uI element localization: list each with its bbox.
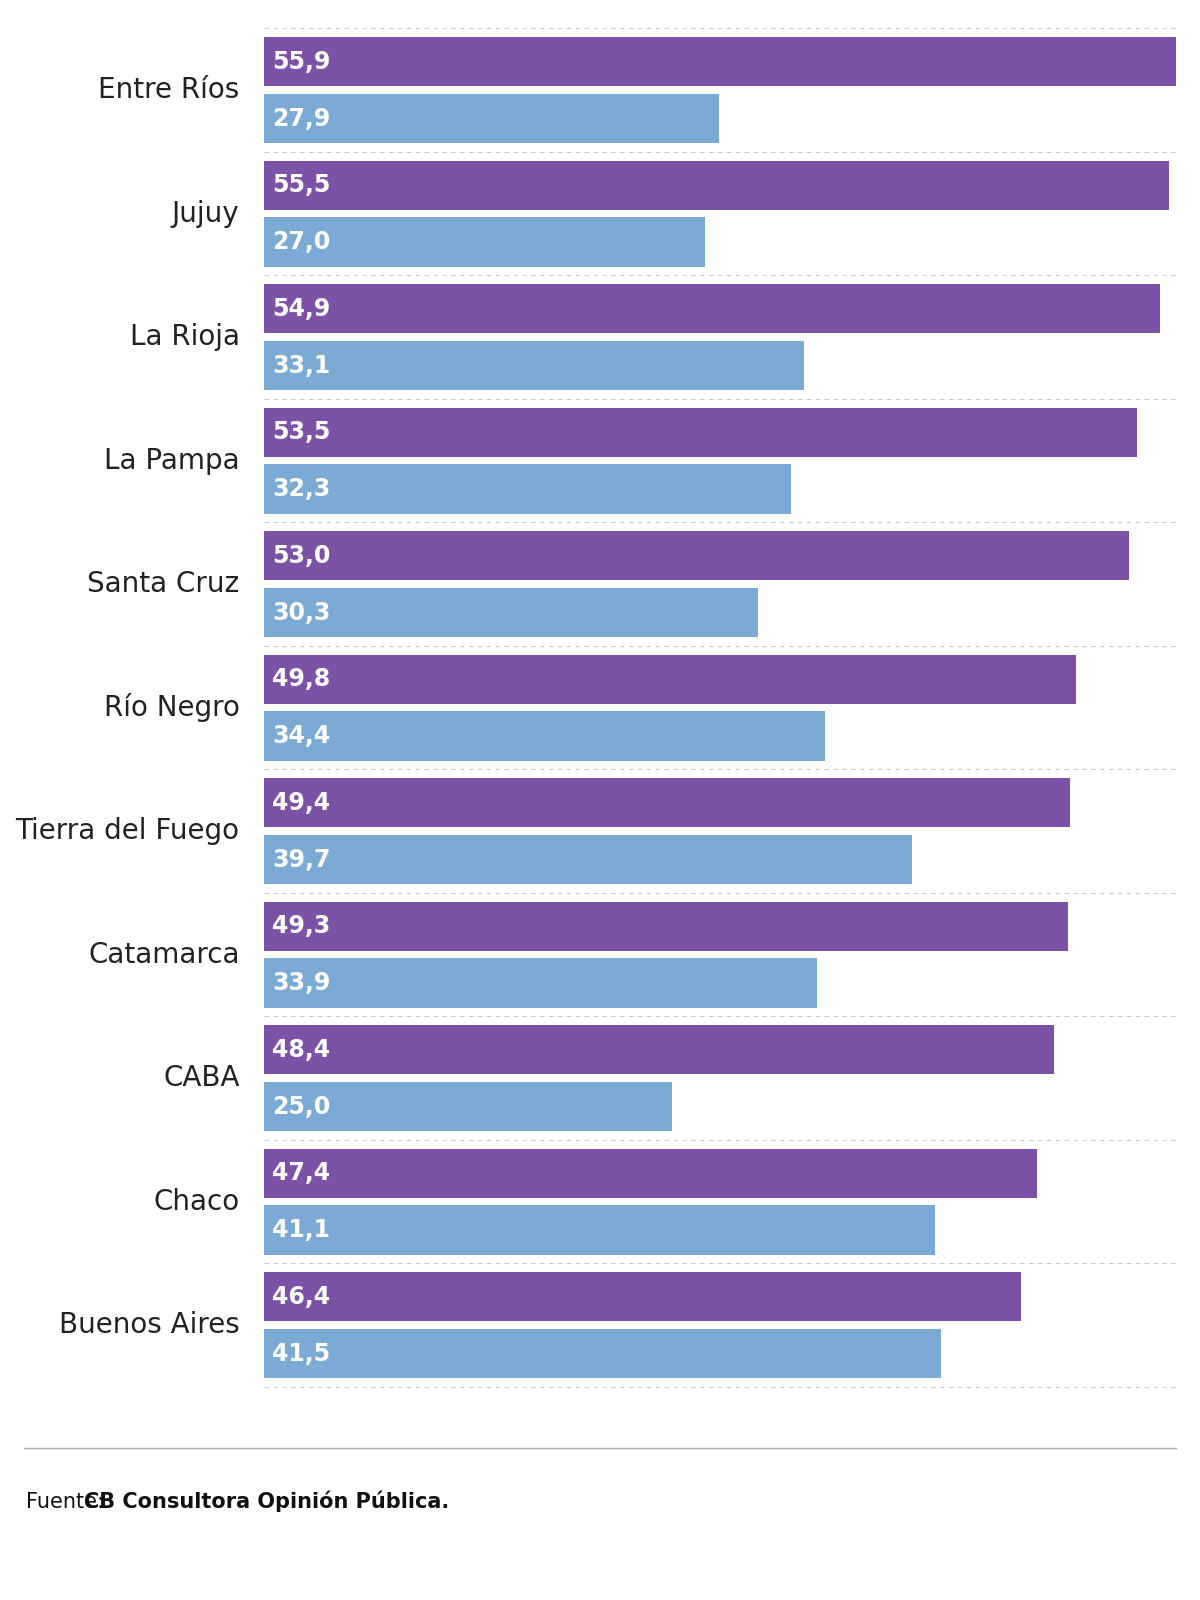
Bar — [264, 94, 719, 144]
Text: 39,7: 39,7 — [272, 848, 330, 872]
Bar — [264, 160, 1170, 210]
Bar — [264, 1026, 1054, 1075]
Bar — [264, 531, 1129, 581]
Bar — [264, 37, 1176, 86]
Text: 49,4: 49,4 — [272, 790, 330, 814]
Bar — [264, 408, 1136, 458]
Text: 49,8: 49,8 — [272, 667, 330, 691]
Text: 54,9: 54,9 — [272, 296, 330, 320]
Bar — [264, 654, 1076, 704]
Text: 48,4: 48,4 — [272, 1038, 330, 1062]
Text: 55,5: 55,5 — [272, 173, 330, 197]
Bar — [264, 464, 791, 514]
Text: 53,5: 53,5 — [272, 421, 330, 445]
Bar — [264, 778, 1070, 827]
Bar — [264, 835, 912, 885]
Text: Buenos Aires: Buenos Aires — [59, 1310, 240, 1339]
Text: 47,4: 47,4 — [272, 1162, 330, 1186]
Text: 49,3: 49,3 — [272, 914, 330, 938]
Text: 33,1: 33,1 — [272, 354, 330, 378]
Text: 53,0: 53,0 — [272, 544, 330, 568]
Text: Entre Ríos: Entre Ríos — [98, 77, 240, 104]
Text: 41,1: 41,1 — [272, 1218, 330, 1242]
Text: 27,9: 27,9 — [272, 107, 330, 131]
Bar — [264, 958, 817, 1008]
Bar — [264, 712, 826, 760]
Text: Chaco: Chaco — [154, 1187, 240, 1216]
Bar — [264, 218, 704, 267]
Text: 55,9: 55,9 — [272, 50, 330, 74]
Text: 34,4: 34,4 — [272, 725, 330, 749]
Bar — [264, 1272, 1021, 1322]
Text: CB Consultora Opinión Pública.: CB Consultora Opinión Pública. — [84, 1491, 449, 1512]
Text: 27,0: 27,0 — [272, 230, 330, 254]
Text: 33,9: 33,9 — [272, 971, 330, 995]
Text: Tierra del Fuego: Tierra del Fuego — [16, 818, 240, 845]
Text: La Rioja: La Rioja — [130, 323, 240, 350]
Text: La Pampa: La Pampa — [104, 446, 240, 475]
Text: 32,3: 32,3 — [272, 477, 330, 501]
Bar — [264, 1149, 1037, 1198]
Text: Fuente:: Fuente: — [26, 1491, 112, 1512]
Text: 25,0: 25,0 — [272, 1094, 330, 1118]
Bar — [264, 341, 804, 390]
Bar — [264, 1082, 672, 1131]
Bar — [264, 901, 1068, 950]
Text: Jujuy: Jujuy — [172, 200, 240, 227]
Bar — [264, 285, 1159, 333]
Bar — [264, 1205, 935, 1254]
Text: 46,4: 46,4 — [272, 1285, 330, 1309]
Text: CABA: CABA — [163, 1064, 240, 1093]
Text: Río Negro: Río Negro — [103, 693, 240, 722]
Text: Santa Cruz: Santa Cruz — [88, 570, 240, 598]
Bar — [264, 1330, 941, 1378]
Text: 30,3: 30,3 — [272, 600, 330, 624]
Bar — [264, 587, 758, 637]
Text: Catamarca: Catamarca — [88, 941, 240, 968]
Text: 41,5: 41,5 — [272, 1341, 330, 1365]
